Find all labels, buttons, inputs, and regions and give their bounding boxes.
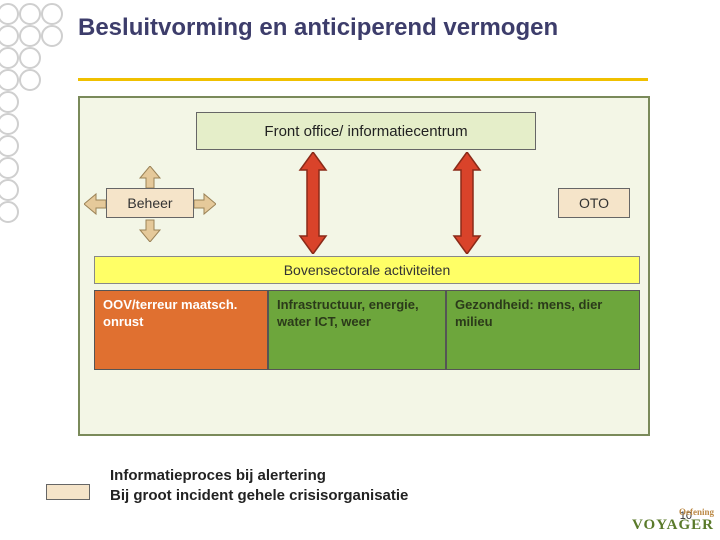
voyager-logo: Oefening VOYAGER	[632, 507, 714, 534]
sector-infra: Infrastructuur, energie, water ICT, weer	[268, 290, 446, 370]
title-underline	[78, 78, 648, 81]
legend-line-2: Bij groot incident gehele crisisorganisa…	[110, 487, 408, 504]
slide-title: Besluitvorming en anticiperend vermogen	[78, 14, 558, 43]
bovensector-bar: Bovensectorale activiteiten	[94, 256, 640, 284]
beheer-box: Beheer	[106, 188, 194, 218]
sector-health: Gezondheid: mens, dier milieu	[446, 290, 640, 370]
legend-line-1: Informatieproces bij alertering	[110, 467, 326, 484]
logo-subtitle: Oefening	[632, 507, 714, 517]
sector-row: OOV/terreur maatsch. onrust Infrastructu…	[94, 290, 640, 370]
sector-oov: OOV/terreur maatsch. onrust	[94, 290, 268, 370]
red-arrow-right-icon	[450, 152, 484, 254]
logo-main: VOYAGER	[632, 517, 714, 533]
decorative-circles	[0, 0, 80, 260]
red-arrow-left-icon	[296, 152, 330, 254]
legend-swatch	[46, 484, 90, 500]
front-office-box: Front office/ informatiecentrum	[196, 112, 536, 150]
oto-box: OTO	[558, 188, 630, 218]
legend-text: Informatieproces bij alertering Bij groo…	[110, 466, 408, 507]
